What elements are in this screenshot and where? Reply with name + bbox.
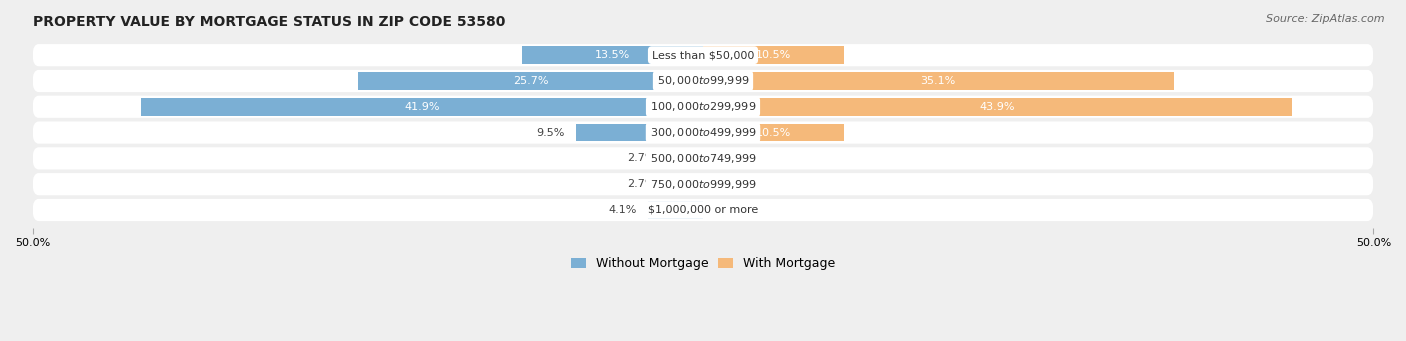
Text: $1,000,000 or more: $1,000,000 or more bbox=[648, 205, 758, 215]
Bar bbox=[666, 150, 703, 167]
Text: 13.5%: 13.5% bbox=[595, 50, 630, 60]
Bar bbox=[666, 175, 703, 193]
FancyBboxPatch shape bbox=[32, 44, 1374, 66]
FancyBboxPatch shape bbox=[32, 173, 1374, 195]
Text: $500,000 to $749,999: $500,000 to $749,999 bbox=[650, 152, 756, 165]
Text: 41.9%: 41.9% bbox=[405, 102, 440, 112]
Text: 2.7%: 2.7% bbox=[627, 153, 657, 163]
Text: Less than $50,000: Less than $50,000 bbox=[652, 50, 754, 60]
Text: 0.0%: 0.0% bbox=[717, 205, 745, 215]
Legend: Without Mortgage, With Mortgage: Without Mortgage, With Mortgage bbox=[565, 252, 841, 275]
Bar bbox=[575, 124, 703, 142]
Text: 9.5%: 9.5% bbox=[537, 128, 565, 137]
Text: $750,000 to $999,999: $750,000 to $999,999 bbox=[650, 178, 756, 191]
Bar bbox=[703, 98, 1292, 116]
Bar bbox=[648, 201, 703, 219]
Bar bbox=[522, 46, 703, 64]
Text: 35.1%: 35.1% bbox=[921, 76, 956, 86]
FancyBboxPatch shape bbox=[32, 121, 1374, 144]
FancyBboxPatch shape bbox=[32, 199, 1374, 221]
Bar bbox=[703, 72, 1174, 90]
FancyBboxPatch shape bbox=[32, 96, 1374, 118]
Text: $300,000 to $499,999: $300,000 to $499,999 bbox=[650, 126, 756, 139]
Text: 0.0%: 0.0% bbox=[717, 179, 745, 189]
Text: 10.5%: 10.5% bbox=[756, 50, 792, 60]
Bar bbox=[703, 124, 844, 142]
FancyBboxPatch shape bbox=[32, 70, 1374, 92]
Bar bbox=[703, 46, 844, 64]
Text: PROPERTY VALUE BY MORTGAGE STATUS IN ZIP CODE 53580: PROPERTY VALUE BY MORTGAGE STATUS IN ZIP… bbox=[32, 15, 505, 29]
Text: 25.7%: 25.7% bbox=[513, 76, 548, 86]
Text: $50,000 to $99,999: $50,000 to $99,999 bbox=[657, 74, 749, 88]
Text: 10.5%: 10.5% bbox=[756, 128, 792, 137]
Text: 4.1%: 4.1% bbox=[609, 205, 637, 215]
Text: Source: ZipAtlas.com: Source: ZipAtlas.com bbox=[1267, 14, 1385, 24]
Text: 2.7%: 2.7% bbox=[627, 179, 657, 189]
Text: 43.9%: 43.9% bbox=[980, 102, 1015, 112]
Bar bbox=[359, 72, 703, 90]
Text: $100,000 to $299,999: $100,000 to $299,999 bbox=[650, 100, 756, 113]
FancyBboxPatch shape bbox=[32, 147, 1374, 169]
Text: 0.0%: 0.0% bbox=[717, 153, 745, 163]
Bar bbox=[141, 98, 703, 116]
